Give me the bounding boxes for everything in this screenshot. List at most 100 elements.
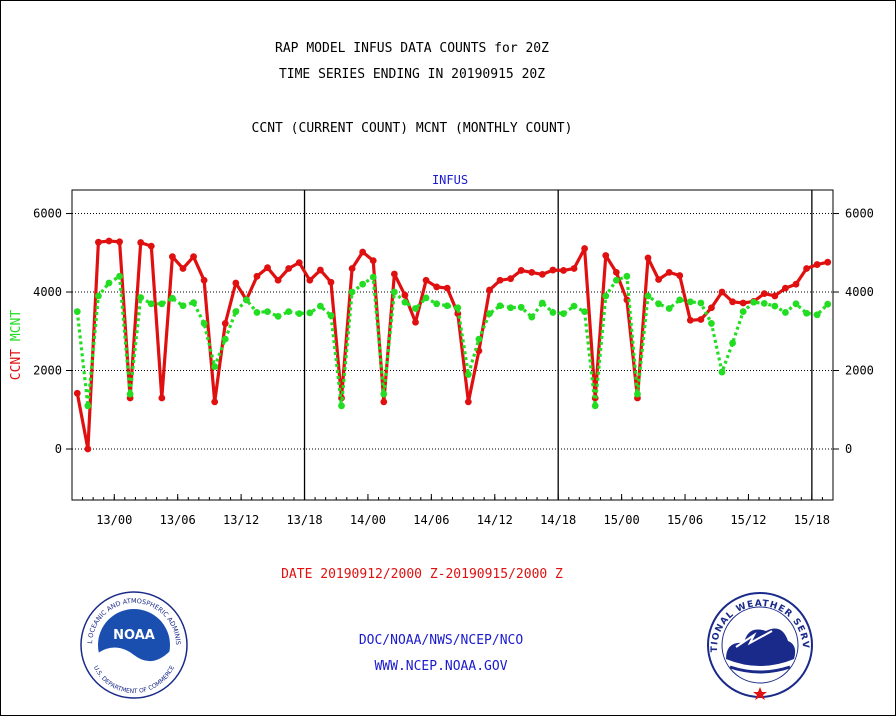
x-tick-label: 13/00 — [96, 513, 132, 527]
nws-logo: NATIONAL WEATHER SERVICE — [707, 592, 813, 700]
data-point-mcnt — [729, 339, 736, 347]
data-point-ccnt — [200, 276, 208, 284]
data-point-mcnt — [338, 402, 345, 410]
x-axis-label: DATE 20190912/2000 Z-20190915/2000 Z — [281, 567, 563, 582]
data-point-mcnt — [782, 309, 789, 316]
y-tick-label-right: 6000 — [845, 207, 874, 221]
data-point-ccnt — [211, 398, 219, 406]
data-point-ccnt — [549, 266, 557, 274]
data-point-ccnt — [697, 316, 705, 323]
data-point-mcnt — [739, 308, 747, 316]
data-point-mcnt — [507, 304, 515, 312]
data-point-ccnt — [486, 286, 493, 294]
data-point-ccnt — [612, 269, 620, 276]
x-tick-label: 14/06 — [413, 513, 449, 527]
data-point-ccnt — [813, 261, 821, 268]
data-point-ccnt — [179, 265, 187, 272]
data-point-ccnt — [253, 272, 261, 280]
data-point-ccnt — [327, 278, 335, 286]
data-point-mcnt — [581, 308, 589, 316]
data-point-mcnt — [517, 303, 525, 311]
data-point-mcnt — [316, 302, 324, 310]
data-point-ccnt — [84, 445, 92, 453]
data-point-mcnt — [612, 276, 620, 284]
data-point-mcnt — [169, 294, 176, 302]
day-dividers — [303, 190, 813, 500]
data-point-mcnt — [570, 302, 578, 310]
noaa-wordmark: NOAA — [113, 628, 155, 643]
y-ticks-right: 0 2000 4000 6000 — [833, 207, 874, 456]
data-point-mcnt — [105, 279, 113, 287]
data-point-ccnt — [507, 275, 515, 283]
data-point-ccnt — [422, 276, 430, 284]
y-tick-label-right: 0 — [845, 442, 852, 456]
data-point-mcnt — [84, 402, 92, 410]
data-point-mcnt — [348, 288, 356, 296]
series-mcnt — [73, 272, 832, 410]
data-point-ccnt — [390, 270, 398, 278]
data-point-mcnt — [274, 312, 282, 320]
data-point-mcnt — [475, 335, 483, 343]
data-point-ccnt — [443, 284, 451, 292]
x-tick-label: 15/00 — [604, 513, 640, 527]
data-point-mcnt — [390, 288, 398, 296]
data-point-ccnt — [538, 270, 546, 278]
data-point-mcnt — [528, 313, 536, 321]
panel-label: INFUS — [432, 173, 468, 187]
data-point-mcnt — [200, 320, 208, 327]
data-point-mcnt — [718, 368, 726, 376]
data-point-mcnt — [560, 310, 567, 318]
data-point-mcnt — [602, 292, 610, 300]
x-tick-label: 14/18 — [540, 513, 576, 527]
data-point-mcnt — [179, 302, 187, 310]
y-tick-label-right: 4000 — [845, 285, 874, 299]
data-point-mcnt — [380, 390, 388, 398]
data-point-mcnt — [623, 272, 631, 280]
y-tick-label: 2000 — [33, 364, 62, 378]
data-point-mcnt — [221, 335, 229, 343]
data-point-ccnt — [729, 298, 736, 306]
data-point-ccnt — [824, 258, 832, 266]
x-tick-label: 13/12 — [223, 513, 259, 527]
data-point-mcnt — [549, 309, 557, 316]
nws-star-icon — [753, 687, 767, 700]
data-point-mcnt — [655, 300, 663, 308]
series-layer — [73, 237, 832, 453]
data-point-ccnt — [792, 280, 800, 288]
x-tick-label: 13/18 — [286, 513, 322, 527]
data-point-ccnt — [464, 398, 472, 406]
data-point-ccnt — [665, 269, 673, 276]
data-point-ccnt — [760, 290, 768, 297]
data-point-ccnt — [369, 257, 377, 265]
y-axis-label-part: CCNT — [9, 349, 24, 380]
data-point-ccnt — [739, 299, 747, 307]
data-point-mcnt — [665, 305, 673, 312]
x-ticks: 13/00 13/06 13/12 13/18 14/00 14/06 14/12 14/18… — [82, 494, 830, 527]
plot-frame — [71, 189, 834, 501]
data-point-mcnt — [158, 300, 166, 308]
data-point-mcnt — [285, 308, 293, 316]
data-point-mcnt — [95, 292, 102, 300]
data-point-ccnt — [73, 389, 81, 397]
data-point-ccnt — [602, 252, 610, 259]
data-point-mcnt — [369, 273, 377, 281]
data-point-ccnt — [708, 304, 715, 312]
y-tick-label: 0 — [55, 442, 62, 456]
data-point-ccnt — [655, 276, 663, 283]
footer-org-path: DOC/NOAA/NWS/NCEP/NCO — [359, 633, 524, 648]
data-point-ccnt — [264, 264, 271, 272]
data-point-ccnt — [348, 265, 356, 272]
y-tick-label: 4000 — [33, 285, 62, 299]
data-point-ccnt — [158, 394, 166, 402]
data-point-ccnt — [433, 283, 441, 291]
data-point-mcnt — [591, 402, 599, 410]
data-point-mcnt — [760, 300, 768, 307]
data-point-ccnt — [644, 254, 652, 262]
data-point-mcnt — [803, 309, 810, 317]
data-point-mcnt — [147, 300, 155, 308]
data-point-mcnt — [73, 308, 81, 316]
data-point-mcnt — [454, 304, 462, 312]
y-ticks-left: 0 2000 4000 6000 — [33, 207, 72, 456]
y-tick-label-right: 2000 — [845, 364, 874, 378]
